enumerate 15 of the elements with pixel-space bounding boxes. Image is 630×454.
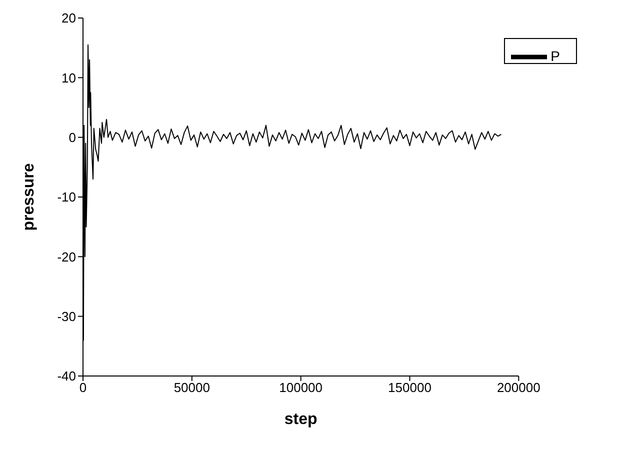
x-tick-label: 100000 xyxy=(279,380,323,396)
legend-label: P xyxy=(550,48,560,64)
y-tick-label: -10 xyxy=(57,190,76,205)
x-tick-label: 0 xyxy=(79,380,87,396)
x-tick-label: 200000 xyxy=(496,380,540,396)
x-tick-label: 150000 xyxy=(388,380,432,396)
y-tick-label: 10 xyxy=(62,70,76,86)
x-tick-label: 50000 xyxy=(174,380,210,396)
y-tick-label: 0 xyxy=(68,130,76,145)
y-tick-label: -40 xyxy=(57,368,76,384)
y-axis-title: pressure xyxy=(20,163,38,231)
y-tick-label: -30 xyxy=(57,308,76,324)
y-tick-label: 20 xyxy=(62,10,76,26)
x-axis-title: step xyxy=(284,411,318,428)
y-tick-label: -20 xyxy=(57,249,76,264)
